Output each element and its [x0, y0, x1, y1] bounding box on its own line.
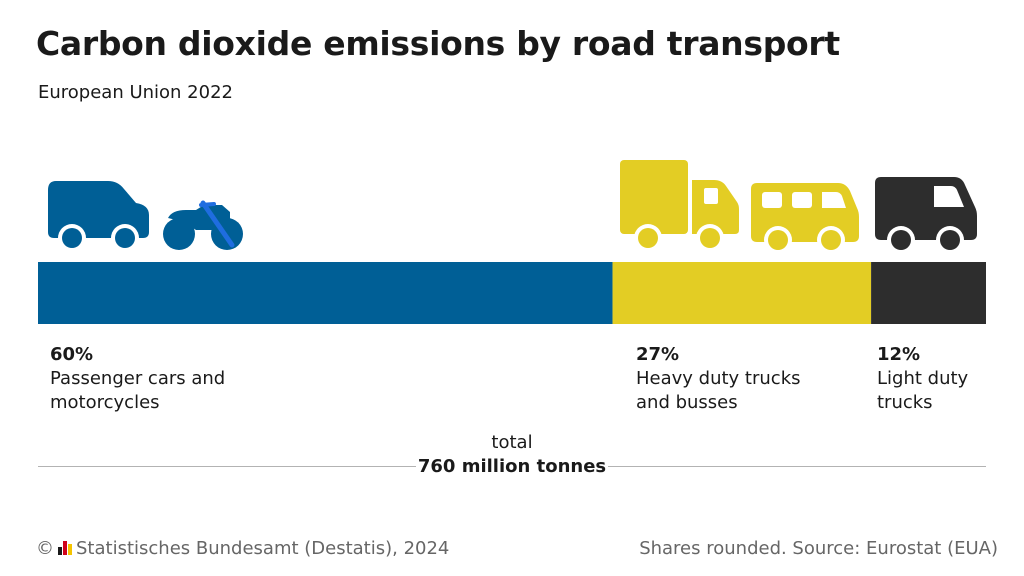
footer-source: Shares rounded. Source: Eurostat (EUA) [639, 538, 998, 559]
bus-icon [751, 183, 859, 254]
bar-segment-light-duty [871, 262, 986, 324]
stacked-bar [38, 262, 986, 324]
segment-label-passenger-cars: 60% Passenger cars and motorcycles [50, 343, 250, 415]
value-label: 12% [877, 344, 921, 365]
category-label: Passenger cars and motorcycles [50, 368, 226, 413]
total-label: total [489, 432, 535, 453]
copyright-symbol: © [36, 538, 54, 559]
value-label: 60% [50, 344, 94, 365]
car-icon [48, 181, 149, 252]
van-icon [875, 177, 977, 254]
bar-segment-heavy-duty [612, 262, 872, 324]
total-value: 760 million tonnes [415, 456, 609, 477]
total-block: total 760 million tonnes [0, 431, 1024, 479]
category-label: Heavy duty trucks and busses [636, 368, 801, 413]
segment-label-light-duty: 12% Light duty trucks [877, 343, 977, 415]
category-label: Light duty trucks [877, 368, 969, 413]
bar-segment-passenger-cars [38, 262, 613, 324]
chart-title: Carbon dioxide emissions by road transpo… [36, 24, 840, 63]
destatis-logo-icon [58, 541, 72, 555]
segment-label-heavy-duty: 27% Heavy duty trucks and busses [636, 343, 811, 415]
footer-credit: © Statistisches Bundesamt (Destatis), 202… [36, 538, 449, 559]
publisher-text: Statistisches Bundesamt (Destatis), 2024 [76, 538, 450, 559]
truck-icon [620, 160, 739, 252]
value-label: 27% [636, 344, 680, 365]
motorcycle-icon [163, 200, 243, 250]
chart-subtitle: European Union 2022 [38, 82, 233, 103]
